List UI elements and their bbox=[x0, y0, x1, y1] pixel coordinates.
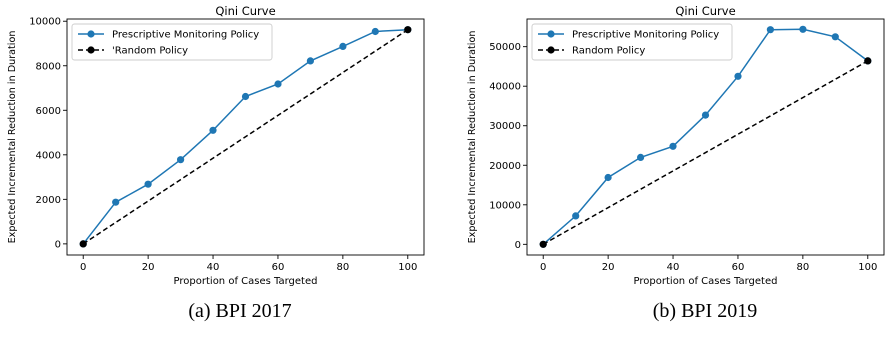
y-tick-label-1: 10000 bbox=[489, 200, 521, 211]
x-tick-label-2: 40 bbox=[667, 262, 680, 273]
y-tick-label-2: 4000 bbox=[36, 150, 61, 161]
x-tick-label-0: 0 bbox=[540, 262, 546, 273]
y-tick-label-4: 40000 bbox=[489, 82, 521, 93]
y-tick-label-1: 2000 bbox=[36, 195, 61, 206]
series-line-1 bbox=[542, 60, 869, 245]
data-point-0-1 bbox=[112, 198, 120, 206]
x-tick-label-1: 20 bbox=[142, 262, 155, 273]
data-point-1-0 bbox=[79, 240, 87, 248]
legend-label-0: Prescriptive Monitoring Policy bbox=[572, 30, 719, 41]
x-axis-label: Proportion of Cases Targeted bbox=[634, 276, 778, 287]
y-tick-label-2: 20000 bbox=[489, 161, 521, 172]
data-point-0-6 bbox=[734, 72, 742, 80]
chart-title: Qini Curve bbox=[215, 4, 275, 18]
data-point-0-8 bbox=[799, 25, 807, 33]
y-tick-label-4: 8000 bbox=[36, 61, 61, 72]
series-line-0 bbox=[542, 28, 869, 245]
x-tick-label-5: 100 bbox=[398, 262, 417, 273]
figure-bpi-2017: 0 20 40 60 80 100 0 2000 4000 6000 8000 10000 Qini C… bbox=[0, 0, 443, 299]
data-point-1-1 bbox=[404, 26, 412, 34]
legend-box bbox=[71, 23, 273, 61]
y-axis-label: Expected Incremental Reduction in Durati… bbox=[467, 31, 478, 244]
legend-marker-1 bbox=[87, 46, 95, 54]
legend-label-1: 'Random Policy bbox=[112, 46, 188, 57]
qini-chart-bpi-2019: 0 20 40 60 80 100 0 10000 20000 30000 40000 50000 Qi… bbox=[467, 4, 885, 287]
y-tick-label-0: 0 bbox=[515, 240, 521, 251]
legend-marker-1 bbox=[547, 46, 555, 54]
x-tick-label-3: 60 bbox=[272, 262, 285, 273]
data-point-0-2 bbox=[604, 173, 612, 182]
x-tick-label-5: 100 bbox=[858, 262, 877, 273]
plot-frame bbox=[526, 18, 885, 256]
y-tick-label-5: 10000 bbox=[29, 17, 61, 28]
data-point-0-7 bbox=[766, 26, 774, 34]
data-point-0-8 bbox=[339, 42, 347, 51]
x-tick-label-4: 80 bbox=[336, 262, 349, 273]
data-point-0-5 bbox=[241, 92, 250, 101]
legend-marker-0 bbox=[87, 30, 95, 38]
data-point-0-5 bbox=[701, 111, 710, 119]
x-axis-label: Proportion of Cases Targeted bbox=[174, 276, 318, 287]
data-point-0-3 bbox=[177, 156, 185, 164]
legend-marker-0 bbox=[547, 30, 555, 38]
qini-chart-bpi-2017: 0 20 40 60 80 100 0 2000 4000 6000 8000 10000 Qini C… bbox=[7, 4, 425, 287]
y-tick-label-0: 0 bbox=[55, 239, 61, 250]
figure-caption-b: (b) BPI 2019 bbox=[652, 300, 758, 322]
y-tick-label-5: 50000 bbox=[489, 42, 521, 53]
chart-title: Qini Curve bbox=[675, 4, 735, 18]
data-point-1-0 bbox=[539, 240, 547, 248]
legend-label-0: Prescriptive Monitoring Policy bbox=[112, 30, 259, 41]
x-tick-label-4: 80 bbox=[796, 262, 809, 273]
series-line-1 bbox=[82, 29, 409, 245]
data-point-0-1 bbox=[572, 212, 580, 220]
y-axis-label: Expected Incremental Reduction in Durati… bbox=[7, 31, 18, 244]
y-tick-label-3: 30000 bbox=[489, 121, 521, 132]
figure-caption-a: (a) BPI 2017 bbox=[188, 300, 292, 322]
data-point-0-2 bbox=[144, 180, 152, 188]
plot-frame bbox=[66, 18, 425, 256]
data-point-1-1 bbox=[864, 57, 872, 65]
x-tick-label-0: 0 bbox=[80, 262, 86, 273]
data-point-0-9 bbox=[831, 33, 839, 41]
legend-label-1: Random Policy bbox=[572, 46, 645, 57]
y-tick-label-3: 6000 bbox=[36, 106, 61, 117]
data-point-0-4 bbox=[669, 142, 677, 150]
figure-bpi-2019: 0 20 40 60 80 100 0 10000 20000 30000 40000 50000 Qi… bbox=[443, 0, 887, 299]
data-point-0-7 bbox=[306, 57, 314, 65]
data-point-0-9 bbox=[371, 27, 379, 36]
legend-box bbox=[531, 23, 733, 61]
x-tick-label-3: 60 bbox=[732, 262, 745, 273]
x-tick-label-1: 20 bbox=[602, 262, 615, 273]
data-point-0-3 bbox=[637, 153, 645, 161]
x-tick-label-2: 40 bbox=[207, 262, 220, 273]
data-point-0-6 bbox=[274, 80, 282, 88]
data-point-0-4 bbox=[209, 126, 217, 134]
